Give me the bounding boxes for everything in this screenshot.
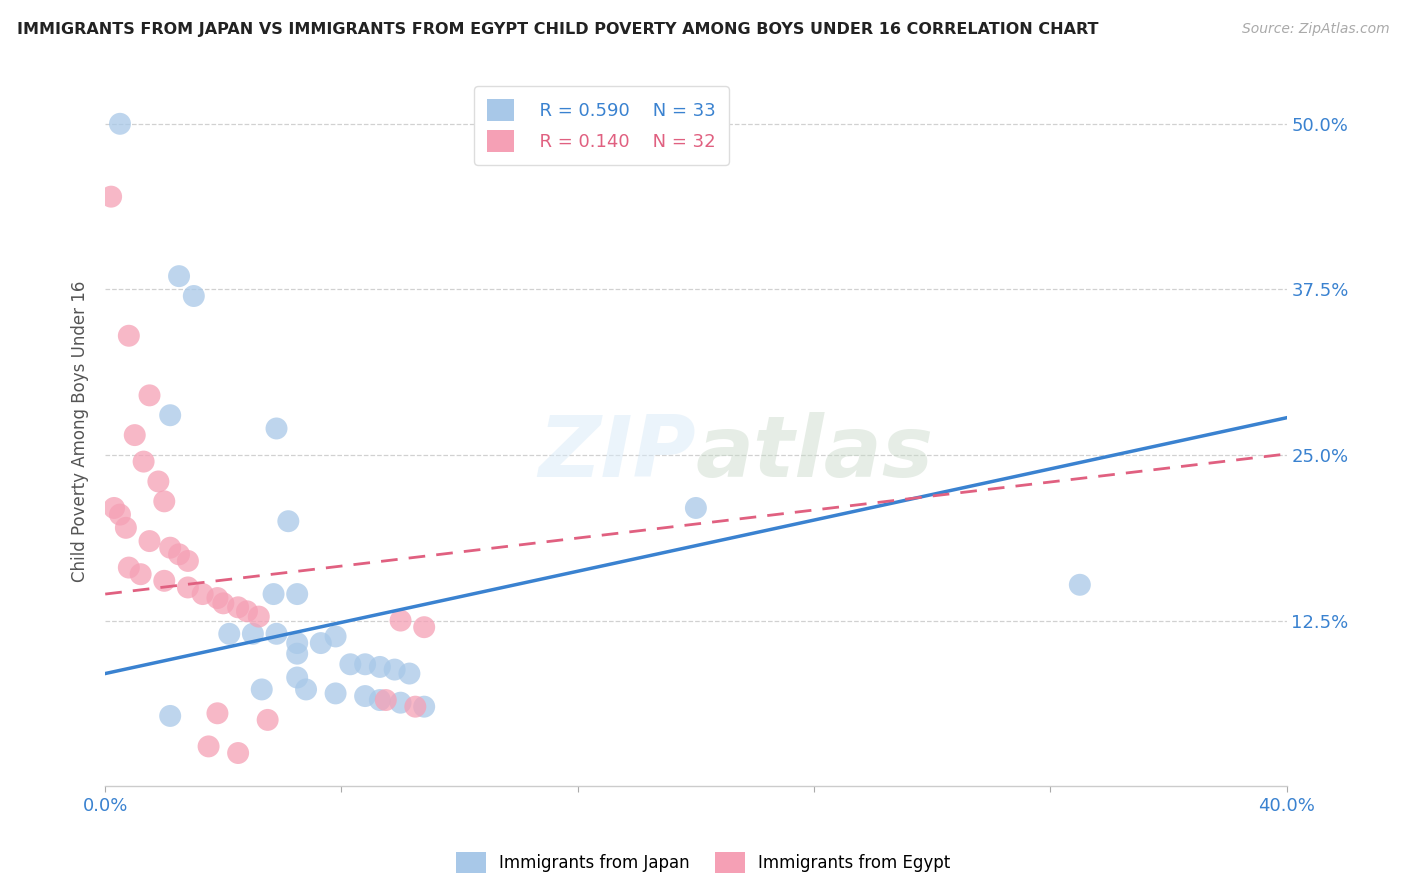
Text: Source: ZipAtlas.com: Source: ZipAtlas.com bbox=[1241, 22, 1389, 37]
Point bbox=[389, 696, 412, 710]
Point bbox=[100, 189, 122, 203]
Point bbox=[236, 604, 259, 618]
Point bbox=[159, 409, 181, 423]
Point bbox=[118, 560, 141, 574]
Point bbox=[138, 534, 160, 549]
Point bbox=[413, 699, 436, 714]
Point bbox=[404, 699, 426, 714]
Legend: Immigrants from Japan, Immigrants from Egypt: Immigrants from Japan, Immigrants from E… bbox=[449, 846, 957, 880]
Point bbox=[159, 541, 181, 555]
Point bbox=[285, 647, 308, 661]
Point bbox=[177, 581, 200, 595]
Point bbox=[167, 269, 190, 284]
Point bbox=[285, 636, 308, 650]
Point bbox=[129, 567, 152, 582]
Point bbox=[226, 600, 249, 615]
Legend:   R = 0.590    N = 33,   R = 0.140    N = 32: R = 0.590 N = 33, R = 0.140 N = 32 bbox=[474, 87, 728, 165]
Point bbox=[263, 587, 285, 601]
Point bbox=[354, 689, 377, 703]
Point bbox=[167, 547, 190, 561]
Text: ZIP: ZIP bbox=[538, 411, 696, 494]
Point bbox=[197, 739, 219, 754]
Point bbox=[242, 627, 264, 641]
Point bbox=[159, 709, 181, 723]
Text: atlas: atlas bbox=[696, 411, 934, 494]
Point bbox=[108, 117, 131, 131]
Point bbox=[218, 627, 240, 641]
Point bbox=[339, 657, 361, 672]
Point bbox=[685, 500, 707, 515]
Point bbox=[277, 514, 299, 528]
Point bbox=[1069, 578, 1091, 592]
Point bbox=[266, 627, 288, 641]
Point bbox=[413, 620, 436, 634]
Point bbox=[177, 554, 200, 568]
Point bbox=[325, 630, 347, 644]
Point bbox=[247, 609, 270, 624]
Point bbox=[183, 289, 205, 303]
Point bbox=[191, 587, 214, 601]
Point bbox=[207, 591, 229, 605]
Point bbox=[108, 508, 131, 522]
Text: IMMIGRANTS FROM JAPAN VS IMMIGRANTS FROM EGYPT CHILD POVERTY AMONG BOYS UNDER 16: IMMIGRANTS FROM JAPAN VS IMMIGRANTS FROM… bbox=[17, 22, 1098, 37]
Point bbox=[309, 636, 332, 650]
Point bbox=[368, 693, 391, 707]
Point bbox=[368, 660, 391, 674]
Point bbox=[398, 666, 420, 681]
Point bbox=[118, 328, 141, 343]
Point bbox=[207, 706, 229, 721]
Point bbox=[103, 500, 125, 515]
Point bbox=[389, 614, 412, 628]
Point bbox=[226, 746, 249, 760]
Point bbox=[295, 682, 318, 697]
Point bbox=[285, 671, 308, 685]
Point bbox=[250, 682, 273, 697]
Y-axis label: Child Poverty Among Boys Under 16: Child Poverty Among Boys Under 16 bbox=[72, 281, 89, 582]
Point bbox=[132, 454, 155, 468]
Point bbox=[325, 686, 347, 700]
Point bbox=[374, 693, 396, 707]
Point bbox=[266, 421, 288, 435]
Point bbox=[384, 663, 406, 677]
Point bbox=[354, 657, 377, 672]
Point bbox=[285, 587, 308, 601]
Point bbox=[115, 521, 138, 535]
Point bbox=[153, 494, 176, 508]
Point bbox=[124, 428, 146, 442]
Point bbox=[212, 596, 235, 610]
Point bbox=[148, 475, 170, 489]
Point bbox=[153, 574, 176, 588]
Point bbox=[256, 713, 278, 727]
Point bbox=[138, 388, 160, 402]
